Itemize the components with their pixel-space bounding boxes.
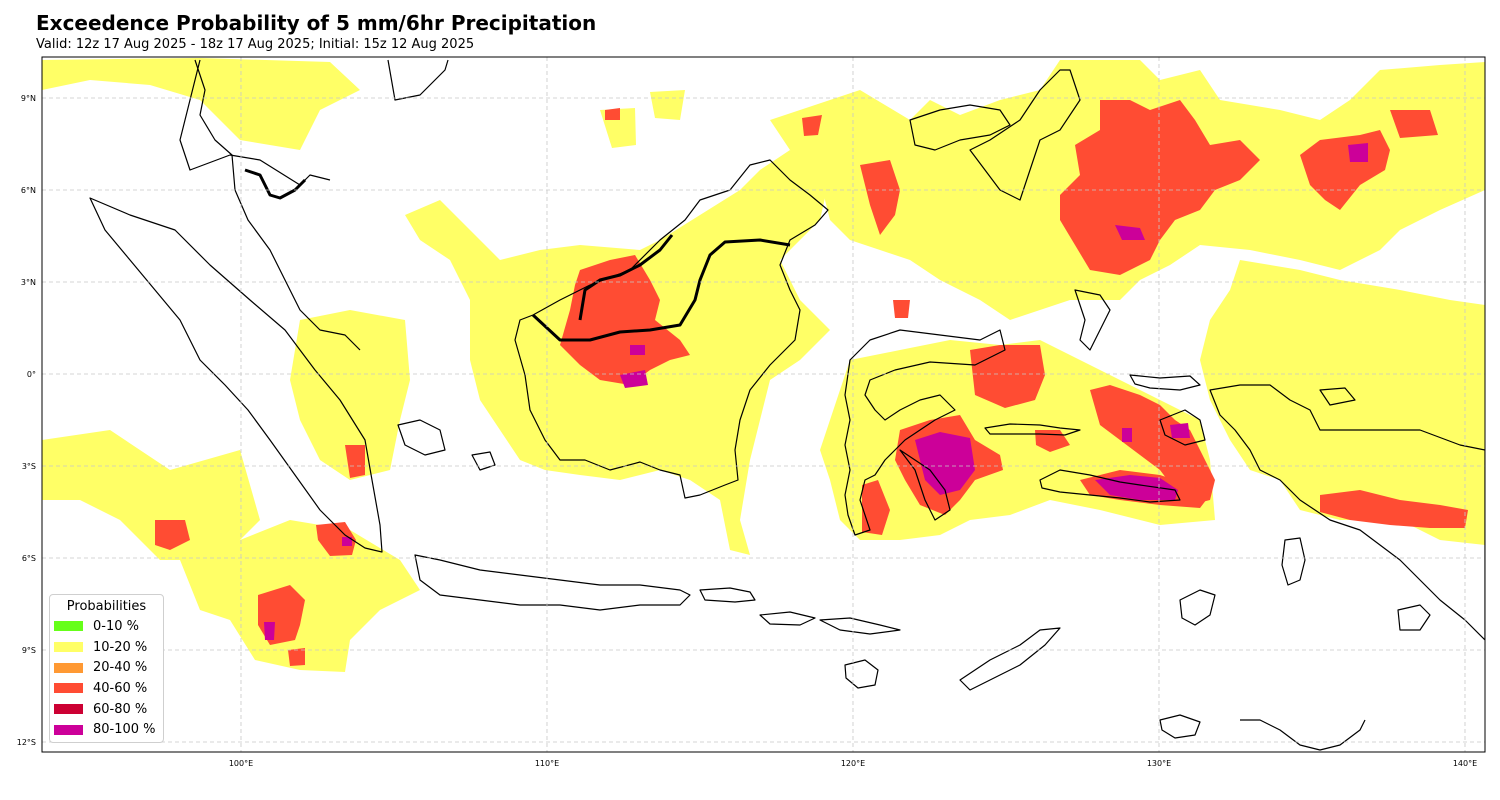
legend-label: 0-10 % <box>93 618 139 634</box>
legend: Probabilities 0-10 % 10-20 % 20-40 % 40-… <box>49 594 164 743</box>
lon-tick-labels: 100°E 110°E 120°E 130°E 140°E <box>229 759 1477 768</box>
lon-tick-label: 110°E <box>535 759 559 768</box>
legend-item: 0-10 % <box>50 616 163 637</box>
lat-tick-label: 3°N <box>21 278 36 287</box>
legend-swatch <box>54 683 83 694</box>
map-frame <box>41 56 1486 753</box>
legend-item: 60-80 % <box>50 699 163 720</box>
legend-swatch <box>54 662 83 673</box>
legend-label: 60-80 % <box>93 701 148 717</box>
legend-item: 80-100 % <box>50 719 163 740</box>
gridlines <box>42 57 1485 752</box>
lat-tick-label: 6°S <box>22 554 36 563</box>
lon-tick-label: 130°E <box>1147 759 1171 768</box>
borders <box>244 168 791 342</box>
legend-swatch <box>54 621 83 632</box>
lat-tick-label: 0° <box>27 370 36 379</box>
coastlines <box>89 59 1485 751</box>
lon-tick-label: 140°E <box>1453 759 1477 768</box>
legend-swatch <box>54 642 83 653</box>
lon-tick-label: 120°E <box>841 759 865 768</box>
lat-tick-label: 12°S <box>17 738 36 747</box>
lat-tick-label: 9°S <box>22 646 36 655</box>
legend-label: 80-100 % <box>93 722 156 738</box>
legend-item: 20-40 % <box>50 657 163 678</box>
map-subtitle: Valid: 12z 17 Aug 2025 - 18z 17 Aug 2025… <box>36 37 475 52</box>
lat-tick-label: 3°S <box>22 462 36 471</box>
legend-label: 40-60 % <box>93 680 148 696</box>
probability-band-10-20 <box>42 58 1485 672</box>
legend-title: Probabilities <box>66 599 147 614</box>
lat-tick-label: 9°N <box>21 94 36 103</box>
legend-swatch <box>54 724 83 735</box>
map-title: Exceedence Probability of 5 mm/6hr Preci… <box>36 11 597 35</box>
legend-label: 20-40 % <box>93 660 148 676</box>
legend-label: 10-20 % <box>93 639 148 655</box>
lon-tick-label: 100°E <box>229 759 253 768</box>
legend-item: 10-20 % <box>50 637 163 658</box>
lat-tick-labels: 9°N 6°N 3°N 0° 3°S 6°S 9°S 12°S <box>17 94 36 747</box>
legend-item: 40-60 % <box>50 678 163 699</box>
legend-swatch <box>54 704 83 715</box>
lat-tick-label: 6°N <box>21 186 36 195</box>
